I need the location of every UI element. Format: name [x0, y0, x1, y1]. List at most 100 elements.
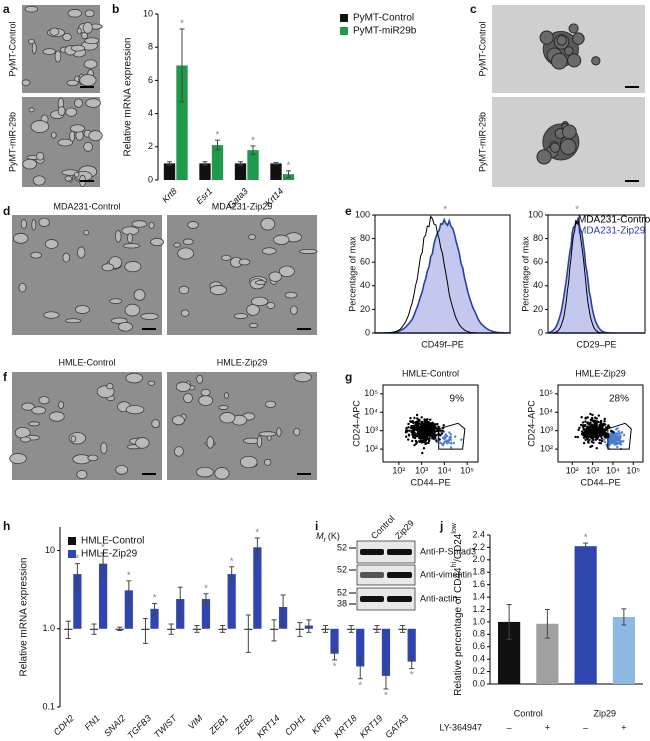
event-dot	[425, 420, 428, 424]
event-dot	[584, 420, 587, 423]
y-tick-label: 10⁵	[539, 388, 553, 398]
event-dot	[435, 439, 438, 442]
bar	[536, 623, 559, 684]
x-tick-label: CDH2	[52, 713, 76, 737]
cell	[21, 402, 35, 411]
event-dot	[595, 417, 599, 420]
y-tick-label: 40	[533, 280, 543, 290]
cell	[82, 21, 93, 34]
event-dot	[436, 427, 439, 431]
cell	[264, 458, 272, 466]
y-tick-label: 1.6	[472, 579, 485, 589]
bar	[247, 150, 259, 180]
cell	[67, 9, 83, 18]
event-dot	[460, 438, 463, 441]
event-dot	[409, 416, 412, 420]
plot-title: HMLE-Zip29	[575, 368, 626, 378]
x-tick-label: 10⁴	[437, 465, 451, 475]
spheroid-cell	[572, 32, 585, 45]
cell	[18, 282, 27, 293]
event-dot	[579, 423, 583, 427]
micrograph-label: PyMT-Control	[477, 21, 487, 76]
event-dot	[612, 431, 615, 434]
event-dot	[423, 426, 426, 429]
x-tick-label: +	[621, 722, 626, 732]
event-dot	[423, 438, 426, 441]
cell	[147, 380, 156, 386]
panel-letter: i	[315, 519, 318, 533]
bar	[150, 608, 159, 629]
micrograph-title: MDA231-Control	[53, 201, 120, 211]
significance-marker: *	[287, 161, 291, 172]
x-tick-label: KRT19	[358, 713, 385, 740]
event-dot	[405, 435, 408, 438]
blot-strip	[356, 540, 416, 564]
cell	[256, 435, 263, 448]
cell	[79, 74, 97, 87]
event-dot	[586, 416, 589, 419]
event-dot	[595, 433, 599, 436]
y-tick-label: 2.2	[472, 542, 485, 552]
event-dot	[617, 432, 621, 435]
event-dot	[593, 419, 596, 423]
bar	[211, 145, 224, 180]
event-dot	[441, 429, 445, 432]
cell	[115, 464, 129, 475]
event-dot	[586, 422, 589, 425]
cell	[44, 239, 59, 249]
y-tick-label: 1.4	[472, 591, 485, 601]
event-dot	[585, 436, 589, 439]
y-tick-label: 0.6	[472, 641, 485, 651]
event-dot	[449, 446, 453, 449]
mw-marker: 52	[337, 587, 347, 597]
event-dot	[408, 429, 411, 432]
cell	[133, 289, 146, 301]
y-tick-label: 0.8	[472, 629, 485, 639]
event-dot	[601, 432, 604, 435]
x-tick-label: GATA3	[383, 713, 410, 740]
cell	[69, 130, 76, 142]
event-dot	[421, 422, 424, 426]
spheroid-cell	[556, 35, 568, 46]
cell	[293, 372, 312, 383]
event-dot	[600, 437, 604, 440]
cell	[54, 50, 62, 63]
cell	[62, 252, 71, 263]
x-tick-label: –	[583, 722, 588, 732]
legend-swatch	[340, 14, 348, 22]
event-dot	[596, 430, 599, 433]
micrograph-title: HMLE-Zip29	[217, 357, 268, 367]
bar	[227, 574, 236, 629]
cell	[223, 392, 229, 399]
event-dot	[449, 433, 453, 436]
event-dot	[609, 438, 612, 441]
y-tick-label: 10²	[540, 443, 553, 453]
x-tick-label: –	[507, 722, 512, 732]
event-dot	[615, 440, 618, 444]
cell	[293, 427, 301, 436]
event-dot	[599, 421, 603, 424]
cell	[110, 317, 128, 324]
panel-letter: h	[3, 519, 10, 533]
event-dot	[420, 428, 424, 432]
y-axis-label: CD24–APC	[351, 400, 361, 447]
mw-marker: 52	[337, 564, 347, 574]
event-dot	[425, 429, 428, 432]
y-axis-label: CD24–APC	[526, 400, 536, 447]
event-dot	[413, 443, 416, 447]
mr-unit: (K)	[328, 531, 340, 541]
x-tick-label: 10³	[415, 465, 428, 475]
y-tick-label: 20	[533, 304, 543, 314]
significance-marker: *	[216, 130, 220, 141]
cell	[249, 323, 259, 329]
event-dot	[591, 413, 594, 417]
event-dot	[580, 415, 583, 419]
event-dot	[584, 416, 588, 420]
cell	[76, 469, 88, 480]
micrograph	[12, 215, 164, 335]
cell	[31, 219, 37, 231]
event-dot	[434, 426, 437, 429]
event-dot	[585, 429, 588, 432]
panel-letter: e	[345, 204, 352, 218]
cell	[74, 305, 90, 314]
